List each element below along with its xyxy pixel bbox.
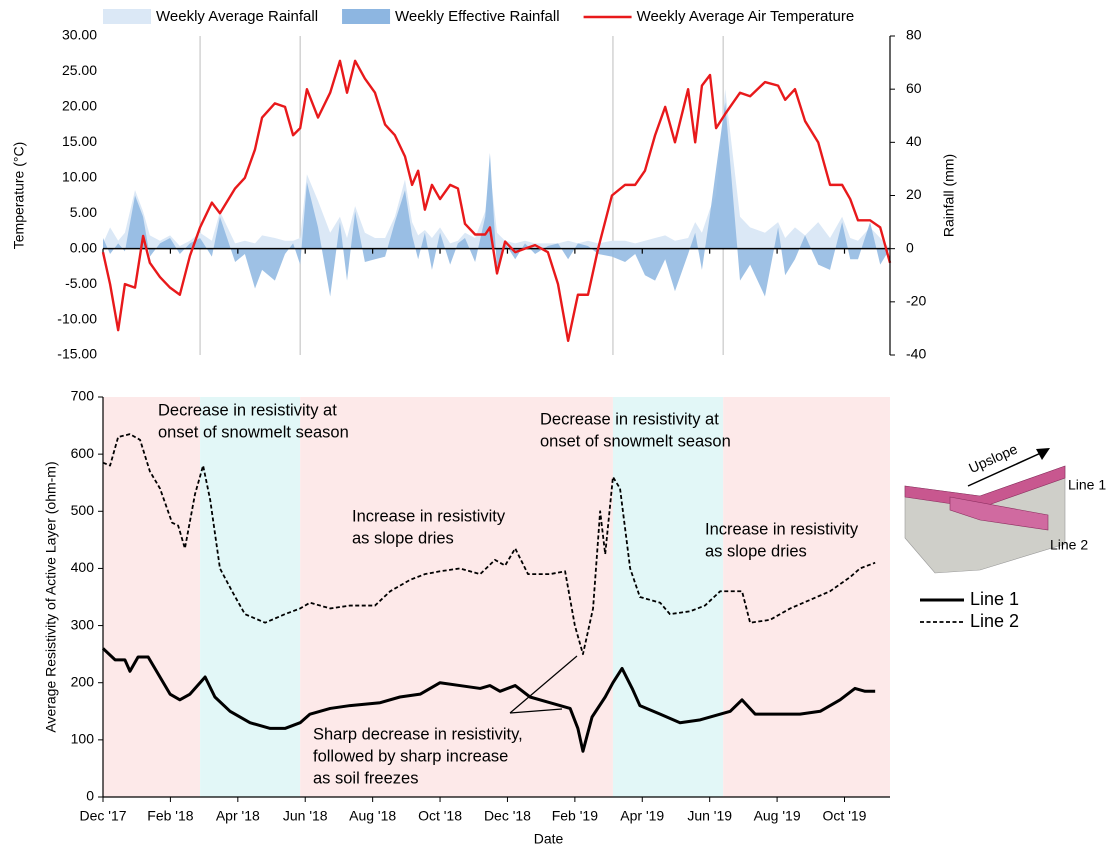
x-tick-label: Jun '19 [687, 808, 732, 824]
y-tick-label: 5.00 [70, 204, 97, 220]
legend-swatch [342, 9, 391, 24]
y2-tick-label: 20 [906, 186, 922, 202]
resistivity-line [101, 647, 876, 753]
y-tick-label: 0 [86, 788, 94, 804]
x-tick-label: Oct '18 [418, 808, 462, 824]
shaded-period [300, 397, 613, 797]
shaded-period [200, 397, 301, 797]
shaded-period [723, 397, 890, 797]
x-axis-title: Date [534, 831, 564, 847]
annotation: as slope dries [352, 529, 454, 547]
x-tick-label: Aug '18 [349, 808, 396, 824]
upslope-arrow [967, 451, 1044, 487]
annotation-leader [509, 708, 563, 714]
y2-axis-title: Rainfall (mm) [941, 154, 957, 237]
annotation: as slope dries [705, 542, 807, 560]
y-tick-label: 400 [71, 559, 95, 575]
line-chart: 0 100 200 300 400 500 600 700 Dec '17 Feb '18 Apr … [43, 388, 1019, 847]
annotation: Increase in resistivity [352, 507, 506, 525]
annotation: onset of snowmelt season [540, 432, 731, 450]
y-tick-label: 0.00 [70, 239, 97, 255]
annotation: Decrease in resistivity at [540, 410, 719, 428]
legend-label: Line 1 [970, 589, 1019, 609]
slope-illustration: Upslope Line 1 Line 2 [904, 441, 1106, 574]
x-tick-label: Feb '19 [552, 808, 598, 824]
y-tick-label: 25.00 [62, 62, 97, 78]
line-2-strip [949, 496, 1049, 531]
y-tick-label: -10.00 [57, 310, 97, 326]
x-tick-label: Jun '18 [283, 808, 328, 824]
line-1-strip [904, 465, 1066, 509]
annotation-leader [509, 655, 578, 714]
legend-label: Line 2 [970, 611, 1019, 631]
legend-swatch [103, 9, 151, 24]
y-axis-title: Temperature (°C) [11, 142, 27, 250]
y-tick-label: 10.00 [62, 168, 97, 184]
y-tick-label: 15.00 [62, 133, 97, 149]
y-tick-label: 30.00 [62, 27, 97, 43]
y-tick-label: 500 [71, 502, 95, 518]
y-tick-label: 100 [71, 731, 95, 747]
x-tick-label: Dec '18 [484, 808, 531, 824]
annotation: Decrease in resistivity at [158, 401, 337, 419]
x-tick-label: Dec '17 [79, 808, 126, 824]
x-tick-label: Aug '19 [754, 808, 801, 824]
legend-label: Weekly Effective Rainfall [395, 8, 560, 25]
rainfall-area [103, 89, 890, 249]
legend-label: Weekly Average Rainfall [156, 8, 318, 25]
illustration-label: Line 1 [1068, 477, 1106, 493]
annotation: Sharp decrease in resistivity, [313, 725, 523, 743]
legend-label: Weekly Average Air Temperature [637, 8, 855, 25]
upslope-label: Upslope [966, 441, 1020, 477]
y2-tick-label: 80 [906, 27, 922, 43]
y2-tick-label: -20 [906, 293, 926, 309]
x-tick-label: Apr '19 [620, 808, 664, 824]
combo-chart: 30.00 25.00 20.00 15.00 10.00 5.00 0.00 -5.00 -1… [11, 8, 957, 362]
arrow-head [1036, 448, 1050, 460]
y2-tick-label: 0 [906, 239, 914, 255]
y-tick-label: 700 [71, 388, 95, 404]
y-tick-label: 300 [71, 616, 95, 632]
y-tick-label: -15.00 [57, 346, 97, 362]
y-tick-label: 20.00 [62, 98, 97, 114]
shaded-period [612, 397, 724, 797]
y2-tick-label: -40 [906, 346, 926, 362]
y2-tick-label: 60 [906, 80, 922, 96]
shaded-period [103, 397, 201, 797]
resistivity-line [102, 433, 876, 656]
y-tick-label: -5.00 [65, 275, 97, 291]
annotation: as soil freezes [313, 769, 418, 787]
y-tick-label: 600 [71, 445, 95, 461]
annotation: onset of snowmelt season [158, 423, 349, 441]
annotation: followed by sharp increase [313, 747, 508, 765]
y-tick-label: 200 [71, 673, 95, 689]
annotation: Increase in resistivity [705, 520, 859, 538]
illustration-label: Line 2 [1050, 537, 1088, 553]
temperature-line [101, 59, 892, 343]
x-tick-label: Oct '19 [823, 808, 867, 824]
x-tick-label: Apr '18 [216, 808, 260, 824]
x-tick-label: Feb '18 [147, 808, 193, 824]
y2-tick-label: 40 [906, 133, 922, 149]
y-axis-title: Average Resistivity of Active Layer (ohm… [43, 461, 59, 732]
